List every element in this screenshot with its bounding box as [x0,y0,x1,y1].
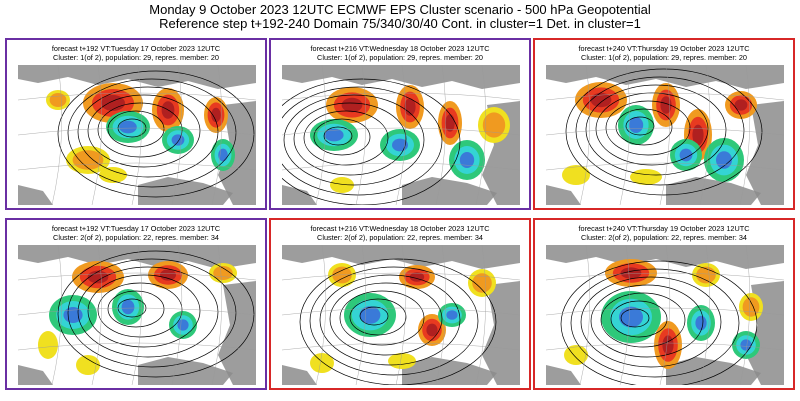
panel-cluster2-t216[interactable]: forecast t+216 VT:Wednesday 18 October 2… [269,218,531,390]
map-canvas [18,65,256,205]
panel-cluster1-t192[interactable]: forecast t+192 VT:Tuesday 17 October 202… [5,38,267,210]
geopotential-map [18,245,256,385]
panel-forecast-label: forecast t+216 VT:Wednesday 18 October 2… [310,44,490,53]
geopotential-map [282,245,520,385]
panel-forecast-label: forecast t+192 VT:Tuesday 17 October 202… [51,44,221,53]
panel-cluster-label: Cluster: 1(of 2), population: 29, repres… [53,53,219,62]
panel-cluster-label: Cluster: 1(of 2), population: 29, repres… [317,53,483,62]
panel-cluster-label: Cluster: 2(of 2), population: 22, repres… [581,233,747,242]
panel-cluster2-t240[interactable]: forecast t+240 VT:Thursday 19 October 20… [533,218,795,390]
map-canvas [546,245,784,385]
panel-cluster-label: Cluster: 2(of 2), population: 22, repres… [317,233,483,242]
geopotential-map [546,245,784,385]
map-canvas [282,245,520,385]
panel-cluster1-t240[interactable]: forecast t+240 VT:Thursday 19 October 20… [533,38,795,210]
panel-forecast-label: forecast t+240 VT:Thursday 19 October 20… [578,44,750,53]
geopotential-map [282,65,520,205]
map-canvas [282,65,520,205]
map-canvas [546,65,784,205]
panel-cluster-label: Cluster: 2(of 2), population: 22, repres… [53,233,219,242]
map-canvas [18,245,256,385]
page-subtitle: Reference step t+192-240 Domain 75/340/3… [159,16,641,31]
geopotential-map [546,65,784,205]
panel-cluster2-t192[interactable]: forecast t+192 VT:Tuesday 17 October 202… [5,218,267,390]
panel-forecast-label: forecast t+192 VT:Tuesday 17 October 202… [51,224,221,233]
geopotential-map [18,65,256,205]
panel-forecast-label: forecast t+216 VT:Wednesday 18 October 2… [310,224,490,233]
panel-forecast-label: forecast t+240 VT:Thursday 19 October 20… [578,224,750,233]
panel-cluster-label: Cluster: 1(of 2), population: 29, repres… [581,53,747,62]
panel-cluster1-t216[interactable]: forecast t+216 VT:Wednesday 18 October 2… [269,38,531,210]
page-title: Monday 9 October 2023 12UTC ECMWF EPS Cl… [149,2,651,17]
